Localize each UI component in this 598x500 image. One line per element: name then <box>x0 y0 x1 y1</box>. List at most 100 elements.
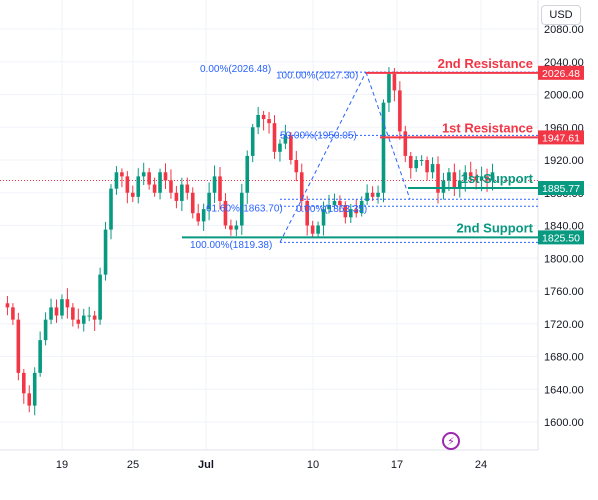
fib-trend-line <box>365 71 411 200</box>
candle-body <box>71 307 75 320</box>
candle-body <box>272 123 277 152</box>
y-tick-label: 2040.00 <box>544 57 584 69</box>
tradingview-logo-icon[interactable]: ⚡ <box>442 432 460 450</box>
x-tick-label: 25 <box>127 459 139 471</box>
candle-body <box>120 172 124 177</box>
y-tick-label: 1800.00 <box>544 253 584 265</box>
y-tick-label: 1680.00 <box>544 352 584 364</box>
candle-body <box>343 205 348 218</box>
y-tick-label: 1760.00 <box>544 286 584 298</box>
candle-body <box>152 184 157 193</box>
candle-body <box>436 164 440 193</box>
candle-body <box>250 127 255 156</box>
candle-body <box>229 225 233 230</box>
candle-body <box>321 209 326 226</box>
candle-body <box>403 131 408 156</box>
candle-body <box>468 172 473 177</box>
level-price-text: 1947.61 <box>542 132 580 144</box>
candle-body <box>169 180 173 193</box>
fib-label: 0.00%(2026.48) <box>200 64 271 75</box>
candle-body <box>283 135 288 144</box>
candle-body <box>278 143 282 152</box>
candle-body <box>5 303 10 308</box>
candle-body <box>261 114 266 120</box>
candle-body <box>463 172 468 181</box>
candle-body <box>354 209 359 214</box>
level-price-text: 1825.50 <box>542 232 580 244</box>
candle-body <box>207 192 211 210</box>
x-tick-label: 19 <box>56 459 68 471</box>
fib-label: 50.00%(1950.05) <box>280 131 357 142</box>
candle-body <box>289 135 293 160</box>
candle-body <box>43 319 48 341</box>
candle-body <box>103 229 108 275</box>
candle-body <box>458 180 462 189</box>
candle-body <box>49 307 53 320</box>
candle-body <box>392 74 397 91</box>
level-label: 2nd Resistance <box>438 56 533 71</box>
candle-body <box>98 274 102 320</box>
candle-body <box>414 160 418 169</box>
y-tick-label: 1640.00 <box>544 384 584 396</box>
candle-body <box>447 172 451 181</box>
y-tick-label: 2080.00 <box>544 24 584 36</box>
fib-trend-line <box>279 71 367 243</box>
candle-body <box>190 192 195 214</box>
candle-body <box>158 172 162 193</box>
x-tick-label: 10 <box>307 459 319 471</box>
candle-body <box>81 315 86 324</box>
candle-body <box>234 225 239 230</box>
level-price-tag <box>538 230 584 245</box>
y-tick-label: 2000.00 <box>544 90 584 102</box>
candle-body <box>425 160 429 173</box>
candle-body <box>365 192 369 201</box>
candle-body <box>147 172 151 185</box>
candle-body <box>141 172 146 177</box>
candle-body <box>474 176 478 181</box>
candle-body <box>131 192 135 197</box>
candle-body <box>201 209 206 222</box>
candle-body <box>305 200 309 226</box>
candle-body <box>359 200 364 214</box>
fib-label: 61.60%(1863.70) <box>206 204 283 215</box>
candle-body <box>349 209 353 218</box>
candle-body <box>92 315 97 320</box>
candle-body <box>327 205 331 210</box>
candle-body <box>196 213 200 222</box>
fib-label: 100.00%(2027.30) <box>276 70 358 81</box>
candle-body <box>332 200 337 206</box>
candle-body <box>109 188 113 230</box>
candle-body <box>310 225 315 234</box>
candle-body <box>76 319 81 324</box>
candle-body <box>218 176 222 201</box>
candle-body <box>245 155 250 193</box>
candle-body <box>38 340 42 373</box>
candle-body <box>11 307 15 320</box>
candle-body <box>185 184 190 193</box>
candle-body <box>479 176 484 181</box>
level-price-tag <box>538 130 584 145</box>
y-tick-label: 1920.00 <box>544 155 584 167</box>
x-tick-label: 17 <box>391 459 403 471</box>
y-tick-label: 1840.00 <box>544 221 584 233</box>
candle-body <box>65 299 70 308</box>
candle-body <box>376 192 380 197</box>
candle-body <box>387 74 391 103</box>
candle-body <box>381 102 386 193</box>
candle-body <box>408 155 413 169</box>
candle-body <box>294 160 299 173</box>
level-price-tag <box>538 65 584 80</box>
candle-body <box>240 192 244 226</box>
candle-body <box>163 172 168 181</box>
candle-body <box>27 393 32 406</box>
candle-body <box>87 315 91 317</box>
candle-body <box>136 176 141 197</box>
candle-body <box>441 180 446 193</box>
level-label: 2nd Support <box>456 220 533 235</box>
y-tick-label: 1720.00 <box>544 319 584 331</box>
candle-body <box>267 119 271 124</box>
candle-body <box>125 176 130 193</box>
currency-selector[interactable]: USD <box>541 5 581 25</box>
level-price-text: 2026.48 <box>542 68 580 80</box>
